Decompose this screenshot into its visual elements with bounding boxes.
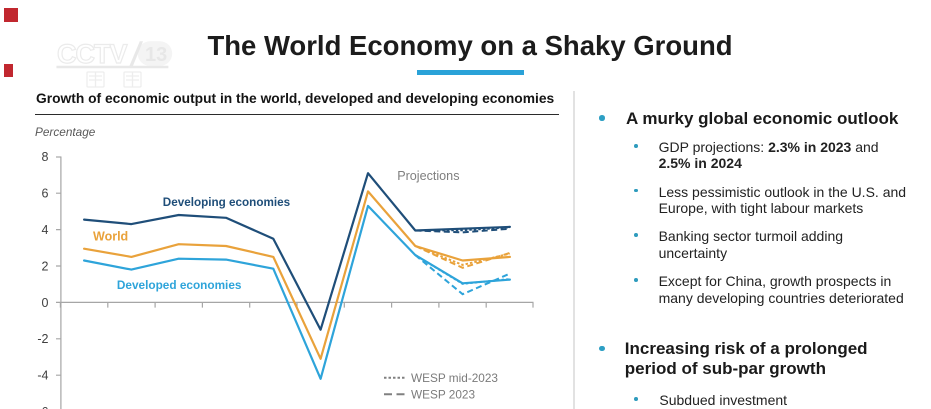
svg-text:CCTV: CCTV — [57, 39, 127, 69]
svg-text:-6: -6 — [37, 405, 48, 409]
svg-text:WESP mid-2023: WESP mid-2023 — [411, 371, 498, 385]
svg-text:4: 4 — [42, 223, 49, 237]
svg-text:-2: -2 — [37, 332, 48, 346]
svg-text:6: 6 — [42, 187, 49, 201]
svg-text:-4: -4 — [37, 369, 48, 383]
svg-text:0: 0 — [42, 296, 49, 310]
svg-text:WESP 2023: WESP 2023 — [411, 388, 475, 402]
svg-text:13: 13 — [145, 44, 167, 66]
svg-text:Projections: Projections — [397, 169, 459, 183]
svg-text:8: 8 — [42, 150, 49, 164]
svg-text:World: World — [93, 230, 128, 244]
svg-text:2: 2 — [42, 259, 49, 273]
svg-text:Developed economies: Developed economies — [117, 278, 242, 292]
svg-text:Developing economies: Developing economies — [163, 196, 291, 209]
